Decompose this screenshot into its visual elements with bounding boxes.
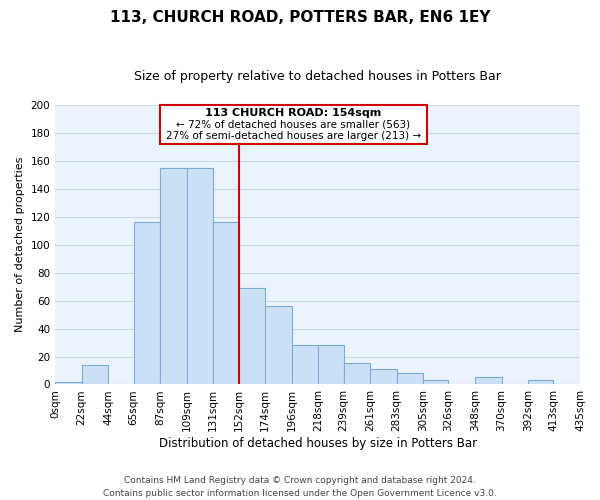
Text: 113, CHURCH ROAD, POTTERS BAR, EN6 1EY: 113, CHURCH ROAD, POTTERS BAR, EN6 1EY	[110, 10, 490, 25]
Bar	[239, 288, 265, 384]
Bar	[528, 380, 553, 384]
Bar	[134, 222, 160, 384]
Bar	[160, 168, 187, 384]
Text: 27% of semi-detached houses are larger (213) →: 27% of semi-detached houses are larger (…	[166, 132, 421, 141]
Bar	[423, 380, 448, 384]
Text: Contains HM Land Registry data © Crown copyright and database right 2024.
Contai: Contains HM Land Registry data © Crown c…	[103, 476, 497, 498]
Title: Size of property relative to detached houses in Potters Bar: Size of property relative to detached ho…	[134, 70, 501, 83]
Bar	[213, 222, 239, 384]
Y-axis label: Number of detached properties: Number of detached properties	[15, 157, 25, 332]
Bar	[187, 168, 213, 384]
Text: ← 72% of detached houses are smaller (563): ← 72% of detached houses are smaller (56…	[176, 120, 410, 130]
Bar	[370, 369, 397, 384]
Bar	[292, 346, 318, 385]
Bar	[82, 365, 108, 384]
Bar	[318, 346, 344, 385]
Bar	[265, 306, 292, 384]
Text: 113 CHURCH ROAD: 154sqm: 113 CHURCH ROAD: 154sqm	[205, 108, 382, 118]
Bar	[344, 364, 370, 384]
X-axis label: Distribution of detached houses by size in Potters Bar: Distribution of detached houses by size …	[158, 437, 476, 450]
FancyBboxPatch shape	[160, 105, 427, 144]
Bar	[475, 378, 502, 384]
Bar	[55, 382, 82, 384]
Bar	[397, 374, 423, 384]
